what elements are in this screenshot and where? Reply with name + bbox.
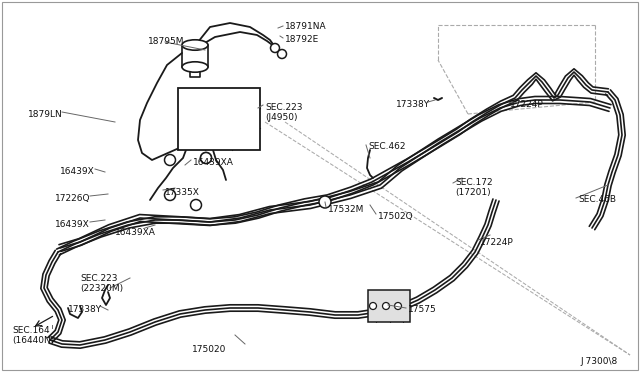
- Bar: [368, 290, 410, 322]
- Text: 17224P: 17224P: [510, 100, 544, 109]
- Text: 18792E: 18792E: [285, 35, 319, 44]
- Ellipse shape: [182, 62, 208, 72]
- Circle shape: [369, 302, 376, 310]
- Text: SEC.46B: SEC.46B: [578, 195, 616, 204]
- Text: SEC.223
(22320M): SEC.223 (22320M): [80, 274, 123, 294]
- Text: 17338Y: 17338Y: [68, 305, 102, 314]
- Circle shape: [271, 44, 280, 52]
- Text: J 7300\8: J 7300\8: [580, 357, 618, 366]
- Bar: [178, 88, 260, 150]
- Circle shape: [383, 302, 390, 310]
- Text: SEC.164
(16440N): SEC.164 (16440N): [12, 326, 54, 345]
- Text: SEC.462: SEC.462: [368, 142, 406, 151]
- Text: 175020: 175020: [192, 345, 227, 354]
- Circle shape: [278, 49, 287, 58]
- Text: 16439XA: 16439XA: [193, 158, 234, 167]
- Text: 17226Q: 17226Q: [55, 194, 90, 203]
- Circle shape: [319, 196, 331, 208]
- Text: 1879LN: 1879LN: [28, 110, 63, 119]
- Circle shape: [164, 189, 175, 201]
- Text: 17335X: 17335X: [165, 188, 200, 197]
- Text: SEC.223
(J4950): SEC.223 (J4950): [265, 103, 303, 122]
- Text: 16439X: 16439X: [55, 220, 90, 229]
- Text: 16439XA: 16439XA: [115, 228, 156, 237]
- Text: 17532M: 17532M: [328, 205, 364, 214]
- Text: 18791NA: 18791NA: [285, 22, 326, 31]
- Circle shape: [191, 199, 202, 211]
- Circle shape: [200, 153, 211, 164]
- Text: 18795M: 18795M: [148, 37, 184, 46]
- Text: 17502Q: 17502Q: [378, 212, 413, 221]
- Ellipse shape: [182, 40, 208, 50]
- Circle shape: [394, 302, 401, 310]
- Text: SEC.172
(17201): SEC.172 (17201): [455, 178, 493, 198]
- Text: 17575: 17575: [408, 305, 436, 314]
- Text: 16439X: 16439X: [60, 167, 95, 176]
- Text: 17224P: 17224P: [480, 238, 514, 247]
- Text: 17338Y: 17338Y: [396, 100, 430, 109]
- Circle shape: [164, 154, 175, 166]
- Circle shape: [200, 153, 211, 164]
